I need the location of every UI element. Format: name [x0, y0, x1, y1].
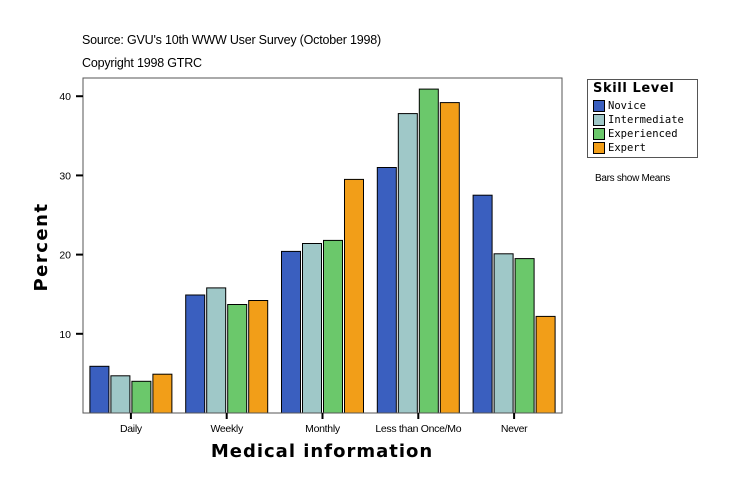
bar-intermediate-0: [110, 375, 131, 414]
legend: Skill Level Novice Intermediate Experien…: [587, 79, 698, 158]
legend-label: Expert: [608, 141, 646, 154]
bar-expert-2: [344, 178, 364, 414]
y-axis: 10 20 30 40: [59, 91, 83, 341]
x-axis-label: Medical information: [211, 441, 433, 462]
legend-item-expert: Expert: [593, 141, 646, 154]
legend-swatch: [593, 113, 605, 126]
bar-intermediate-3: [397, 113, 418, 414]
y-tick-label: 40: [59, 91, 71, 103]
legend-title: Skill Level: [593, 81, 675, 96]
source-caption: Source: GVU's 10th WWW User Survey (Octo…: [82, 33, 381, 47]
bar-novice-2: [281, 250, 301, 414]
x-tick-label: Less than Once/Mo: [375, 423, 461, 435]
y-tick-label: 30: [59, 170, 71, 182]
bar-expert-0: [152, 373, 173, 414]
y-axis-label: Percent: [31, 202, 52, 291]
y-tick-label: 20: [59, 250, 71, 262]
bar-novice-1: [185, 294, 206, 414]
bar-novice-4: [472, 194, 493, 414]
bar-novice-0: [89, 365, 110, 414]
bar-experienced-0: [131, 380, 152, 414]
y-tick-label: 10: [59, 329, 71, 341]
x-tick-label: Monthly: [305, 423, 341, 435]
bar-expert-1: [248, 300, 269, 414]
legend-swatch: [593, 141, 605, 154]
bars-group: [89, 88, 556, 414]
bar-intermediate-2: [302, 243, 322, 414]
copyright-caption: Copyright 1998 GTRC: [82, 56, 202, 70]
bars-show-means-note: Bars show Means: [595, 173, 670, 184]
x-tick-label: Never: [501, 423, 528, 435]
legend-item-novice: Novice: [593, 99, 646, 112]
bar-intermediate-4: [493, 253, 514, 414]
legend-swatch: [593, 127, 605, 140]
bar-novice-3: [376, 167, 397, 414]
bar-experienced-1: [227, 304, 248, 414]
legend-item-experienced: Experienced: [593, 127, 678, 140]
bar-experienced-3: [418, 88, 439, 414]
legend-swatch: [593, 99, 605, 112]
x-tick-label: Weekly: [210, 423, 243, 435]
bar-experienced-4: [514, 258, 535, 414]
legend-label: Experienced: [608, 127, 678, 140]
legend-label: Intermediate: [608, 113, 684, 126]
x-axis: Daily Weekly Monthly Less than Once/Mo Never: [120, 413, 528, 435]
bar-experienced-2: [323, 239, 343, 414]
legend-label: Novice: [608, 99, 646, 112]
x-tick-label: Daily: [120, 423, 143, 435]
bar-expert-3: [439, 102, 460, 414]
bar-expert-4: [535, 315, 556, 414]
bar-intermediate-1: [206, 287, 227, 414]
legend-item-intermediate: Intermediate: [593, 113, 684, 126]
